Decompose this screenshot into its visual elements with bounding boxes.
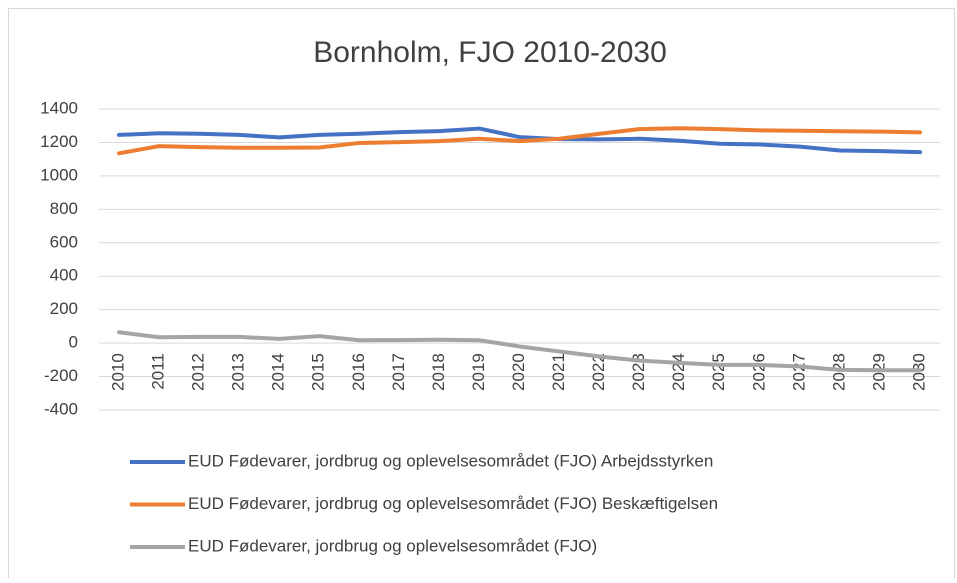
y-tick-label: -400 bbox=[44, 399, 78, 418]
x-tick-label: 2017 bbox=[389, 353, 408, 391]
series-line bbox=[117, 126, 922, 156]
series-line bbox=[117, 330, 922, 373]
x-tick-label: 2018 bbox=[429, 353, 448, 391]
x-tick-label: 2013 bbox=[229, 353, 248, 391]
x-tick-label: 2020 bbox=[509, 353, 528, 391]
legend-label: EUD Fødevarer, jordbrug og oplevelsesomr… bbox=[188, 494, 718, 513]
y-tick-label: -200 bbox=[44, 366, 78, 385]
y-tick-label: 600 bbox=[50, 232, 78, 251]
y-tick-label: 400 bbox=[50, 266, 78, 285]
x-tick-label: 2014 bbox=[269, 353, 288, 391]
y-tick-label: 1400 bbox=[40, 98, 78, 117]
x-tick-label: 2010 bbox=[109, 353, 128, 391]
x-tick-label: 2019 bbox=[469, 353, 488, 391]
x-tick-label: 2026 bbox=[749, 353, 768, 391]
y-tick-label: 1000 bbox=[40, 165, 78, 184]
series-line bbox=[117, 126, 922, 155]
y-tick-label: 200 bbox=[50, 299, 78, 318]
x-tick-label: 2024 bbox=[669, 353, 688, 391]
x-tick-label: 2021 bbox=[549, 353, 568, 391]
y-tick-label: 0 bbox=[69, 333, 78, 352]
y-tick-label: 1200 bbox=[40, 132, 78, 151]
chart-title: Bornholm, FJO 2010-2030 bbox=[313, 36, 667, 69]
x-tick-label: 2011 bbox=[149, 353, 168, 390]
x-tick-label: 2027 bbox=[789, 353, 808, 391]
x-tick-label: 2012 bbox=[189, 353, 208, 391]
legend-label: EUD Fødevarer, jordbrug og oplevelsesomr… bbox=[188, 451, 713, 470]
x-tick-label: 2022 bbox=[589, 353, 608, 391]
x-tick-label: 2025 bbox=[709, 353, 728, 391]
chart-frame bbox=[8, 8, 955, 583]
y-tick-label: 800 bbox=[50, 199, 78, 218]
x-tick-label: 2016 bbox=[349, 353, 368, 391]
x-tick-label: 2028 bbox=[829, 353, 848, 391]
x-tick-label: 2015 bbox=[309, 353, 328, 391]
legend-label: EUD Fødevarer, jordbrug og oplevelsesomr… bbox=[188, 536, 597, 555]
